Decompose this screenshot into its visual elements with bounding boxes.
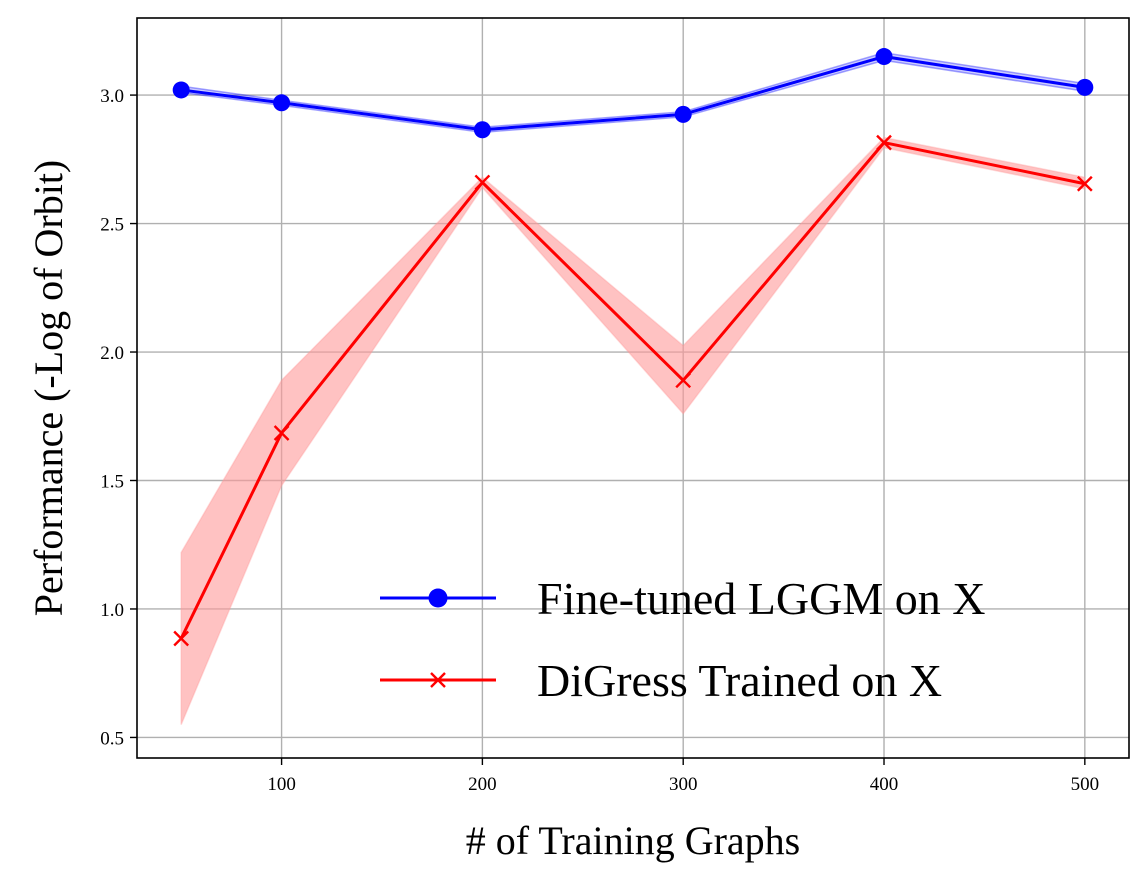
series-line-1 — [179, 141, 1086, 640]
data-point — [675, 372, 692, 389]
confidence-band-series-0 — [180, 51, 1086, 134]
y-axis-label: Performance (-Log of Orbit) — [26, 160, 71, 616]
series-line-0 — [180, 55, 1086, 132]
data-point — [674, 105, 692, 123]
x-axis-label: # of Training Graphs — [466, 818, 800, 863]
y-tick-label: 1.0 — [100, 600, 124, 621]
series-lines — [179, 55, 1086, 640]
x-tick-label: 300 — [669, 774, 698, 795]
y-tick-label: 2.0 — [100, 343, 124, 364]
data-point — [473, 121, 491, 139]
y-tick-label: 0.5 — [100, 728, 124, 749]
y-axis-ticks: 0.5 1.0 1.5 2.0 2.5 3.0 — [100, 86, 137, 749]
y-tick-label: 3.0 — [100, 86, 124, 107]
data-point — [273, 94, 291, 112]
x-tick-label: 100 — [267, 774, 296, 795]
x-axis-ticks: 100 200 300 400 500 — [267, 758, 1099, 795]
x-tick-label: 200 — [468, 774, 497, 795]
data-point — [876, 134, 892, 151]
x-tick-label: 500 — [1071, 774, 1100, 795]
plot-frame — [136, 17, 1130, 759]
legend-entry-1: DiGress Trained on X — [380, 655, 942, 706]
legend-marker — [428, 588, 448, 608]
y-tick-label: 2.5 — [100, 215, 124, 236]
legend-entry-0: Fine-tuned LGGM on X — [380, 573, 985, 624]
legend-label: DiGress Trained on X — [537, 655, 942, 706]
x-tick-label: 400 — [870, 774, 899, 795]
data-point — [1076, 78, 1094, 96]
data-point — [474, 174, 491, 191]
data-point — [173, 630, 190, 647]
legend-marker — [430, 672, 446, 688]
confidence-band-series-1 — [180, 136, 1086, 725]
legend: Fine-tuned LGGM on X DiGress Trained on X — [380, 573, 985, 706]
series-markers — [172, 48, 1094, 647]
y-tick-label: 1.5 — [100, 472, 124, 493]
data-point — [172, 81, 190, 99]
data-point — [875, 48, 893, 66]
data-point — [1076, 175, 1093, 192]
legend-label: Fine-tuned LGGM on X — [537, 573, 985, 624]
data-point — [273, 425, 290, 441]
